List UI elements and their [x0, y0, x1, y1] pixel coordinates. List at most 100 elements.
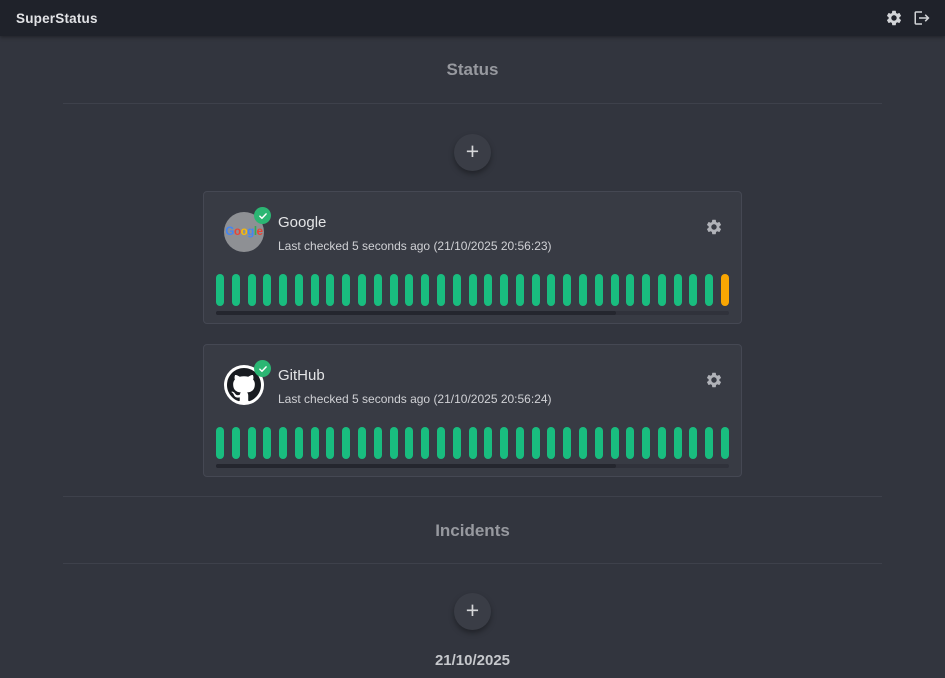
uptime-bar-up: [468, 274, 477, 306]
uptime-bar-up: [247, 427, 256, 459]
uptime-bar-up: [294, 274, 303, 306]
divider: [63, 103, 882, 104]
app-title: SuperStatus: [16, 10, 98, 26]
uptime-bar-up: [373, 427, 382, 459]
uptime-history: [216, 427, 729, 459]
uptime-bar-up: [594, 427, 603, 459]
uptime-bar-up: [531, 427, 540, 459]
uptime-bar-up: [326, 427, 335, 459]
uptime-bar-up: [705, 427, 714, 459]
uptime-bar-up: [705, 274, 714, 306]
history-scrollbar[interactable]: [216, 464, 729, 468]
incidents-section-title: Incidents: [435, 521, 510, 540]
uptime-bar-up: [373, 274, 382, 306]
uptime-bar-up: [436, 427, 445, 459]
uptime-bar-up: [389, 427, 398, 459]
uptime-bar-up: [689, 274, 698, 306]
uptime-bar-up: [531, 274, 540, 306]
uptime-bar-up: [484, 274, 493, 306]
status-section-title: Status: [446, 60, 499, 79]
uptime-bar-up: [468, 427, 477, 459]
uptime-bar-up: [231, 427, 240, 459]
uptime-bar-up: [610, 274, 619, 306]
uptime-bar-up: [673, 274, 682, 306]
add-service-button[interactable]: +: [454, 134, 491, 171]
service-info: Google Last checked 5 seconds ago (21/10…: [278, 212, 703, 253]
uptime-bar-up: [342, 427, 351, 459]
uptime-bar-up: [484, 427, 493, 459]
check-icon: [258, 365, 267, 372]
logout-button[interactable]: [911, 7, 933, 29]
uptime-bar-up: [436, 274, 445, 306]
uptime-bar-up: [626, 427, 635, 459]
uptime-bar-up: [310, 274, 319, 306]
uptime-bar-up: [231, 274, 240, 306]
gear-icon: [886, 10, 902, 26]
service-card-header: GitHub Last checked 5 seconds ago (21/10…: [204, 360, 741, 406]
service-last-checked: Last checked 5 seconds ago (21/10/2025 2…: [278, 239, 552, 253]
uptime-bar-up: [279, 274, 288, 306]
app-bar-actions: [883, 7, 933, 29]
uptime-bar-up: [358, 274, 367, 306]
uptime-bar-up: [578, 274, 587, 306]
uptime-bar-up: [342, 274, 351, 306]
uptime-bar-up: [657, 427, 666, 459]
divider: [63, 563, 882, 564]
uptime-bar-up: [642, 274, 651, 306]
uptime-bar-up: [721, 427, 729, 459]
uptime-bar-up: [310, 427, 319, 459]
service-settings-button[interactable]: [703, 216, 725, 238]
history-scrollbar[interactable]: [216, 311, 729, 315]
uptime-bar-up: [294, 427, 303, 459]
service-card-github: GitHub Last checked 5 seconds ago (21/10…: [203, 344, 742, 477]
uptime-bar-up: [578, 427, 587, 459]
add-incident-button[interactable]: +: [454, 593, 491, 630]
uptime-bar-up: [216, 427, 224, 459]
incident-date-group: 21/10/2025: [434, 652, 511, 669]
uptime-bar-up: [594, 274, 603, 306]
app-bar: SuperStatus: [0, 0, 945, 36]
gear-icon: [706, 219, 722, 235]
uptime-bar-up: [405, 427, 414, 459]
uptime-bar-up: [689, 427, 698, 459]
uptime-bar-up: [610, 427, 619, 459]
uptime-bar-up: [389, 274, 398, 306]
uptime-bar-up: [421, 274, 430, 306]
service-avatar: [224, 360, 271, 405]
divider: [63, 496, 882, 497]
scrollbar-thumb[interactable]: [216, 311, 617, 315]
uptime-bar-up: [673, 427, 682, 459]
uptime-bar-up: [358, 427, 367, 459]
gear-icon: [706, 372, 722, 388]
scrollbar-thumb[interactable]: [216, 464, 617, 468]
add-service-row: +: [0, 104, 945, 171]
uptime-bar-up: [247, 274, 256, 306]
uptime-bar-up: [626, 274, 635, 306]
uptime-bar-up: [405, 274, 414, 306]
settings-button[interactable]: [883, 7, 905, 29]
uptime-bar-up: [547, 274, 556, 306]
uptime-bar-up: [263, 274, 272, 306]
check-icon: [258, 212, 267, 219]
service-settings-button[interactable]: [703, 369, 725, 391]
github-logo-icon: [224, 365, 264, 405]
uptime-bar-up: [563, 274, 572, 306]
uptime-bar-up: [452, 274, 461, 306]
uptime-bar-degraded: [721, 274, 729, 306]
uptime-bar-up: [263, 427, 272, 459]
uptime-history: [216, 274, 729, 306]
uptime-bar-up: [642, 427, 651, 459]
uptime-bar-up: [657, 274, 666, 306]
uptime-bar-up: [421, 427, 430, 459]
uptime-bar-up: [326, 274, 335, 306]
service-name: Google: [278, 214, 327, 231]
uptime-bar-up: [500, 274, 509, 306]
logout-icon: [914, 11, 930, 25]
uptime-bar-up: [279, 427, 288, 459]
status-ok-badge: [254, 207, 271, 224]
uptime-bar-up: [216, 274, 224, 306]
